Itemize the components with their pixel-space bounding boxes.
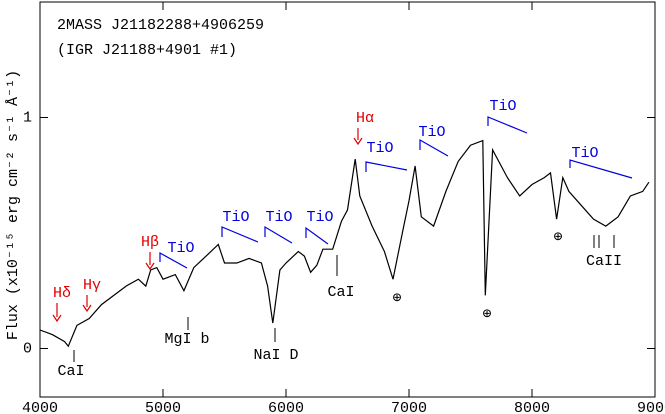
annotation: Hγ bbox=[83, 277, 101, 294]
annotation: NaI D bbox=[253, 347, 298, 364]
annotation: Hδ bbox=[53, 285, 71, 302]
band-marker bbox=[221, 226, 259, 243]
annotation: TiO bbox=[167, 240, 194, 257]
annotation: TiO bbox=[222, 209, 249, 226]
band-marker bbox=[487, 116, 528, 134]
annotation: CaI bbox=[327, 284, 354, 301]
plot-frame bbox=[39, 1, 656, 398]
annotation: (IGR J21188+4901 #1) bbox=[57, 42, 237, 59]
x-tick-label: 6000 bbox=[268, 400, 304, 414]
arrow-head bbox=[353, 137, 363, 146]
annotation: MgI b bbox=[164, 331, 209, 348]
x-tick-label: 4000 bbox=[22, 400, 58, 414]
band-marker bbox=[305, 226, 329, 245]
annotation: Hα bbox=[356, 110, 374, 127]
band-marker bbox=[365, 161, 408, 172]
annotation: TiO bbox=[306, 209, 333, 226]
band-marker bbox=[264, 225, 293, 244]
x-tick-label: 7000 bbox=[391, 400, 427, 414]
arrow-head bbox=[82, 304, 92, 313]
annotation: ⊕ bbox=[553, 229, 562, 246]
band-marker bbox=[419, 138, 449, 157]
annotation: TiO bbox=[489, 98, 516, 115]
annotation: Hβ bbox=[141, 234, 159, 251]
annotation: ⊕ bbox=[392, 290, 401, 307]
x-tick-label: 5000 bbox=[145, 400, 181, 414]
x-tick-label: 8000 bbox=[514, 400, 550, 414]
annotation: TiO bbox=[366, 140, 393, 157]
y-tick-label: 0 bbox=[23, 340, 32, 357]
arrow-head bbox=[145, 262, 155, 271]
annotation: CaI bbox=[57, 363, 84, 380]
y-tick-label: 1 bbox=[23, 109, 32, 126]
annotation: 2MASS J21182288+4906259 bbox=[57, 17, 264, 34]
y-axis-label: Flux (x10⁻¹⁵ erg cm⁻² s⁻¹ Å⁻¹) bbox=[5, 70, 22, 340]
annotation: TiO bbox=[418, 124, 445, 141]
annotation: TiO bbox=[265, 209, 292, 226]
band-marker bbox=[569, 159, 633, 179]
spectrum-line bbox=[39, 139, 650, 348]
annotation: ⊕ bbox=[482, 306, 491, 323]
annotation: TiO bbox=[571, 145, 598, 162]
band-marker bbox=[159, 251, 188, 269]
annotation: CaII bbox=[586, 253, 622, 270]
arrow-head bbox=[52, 314, 62, 323]
